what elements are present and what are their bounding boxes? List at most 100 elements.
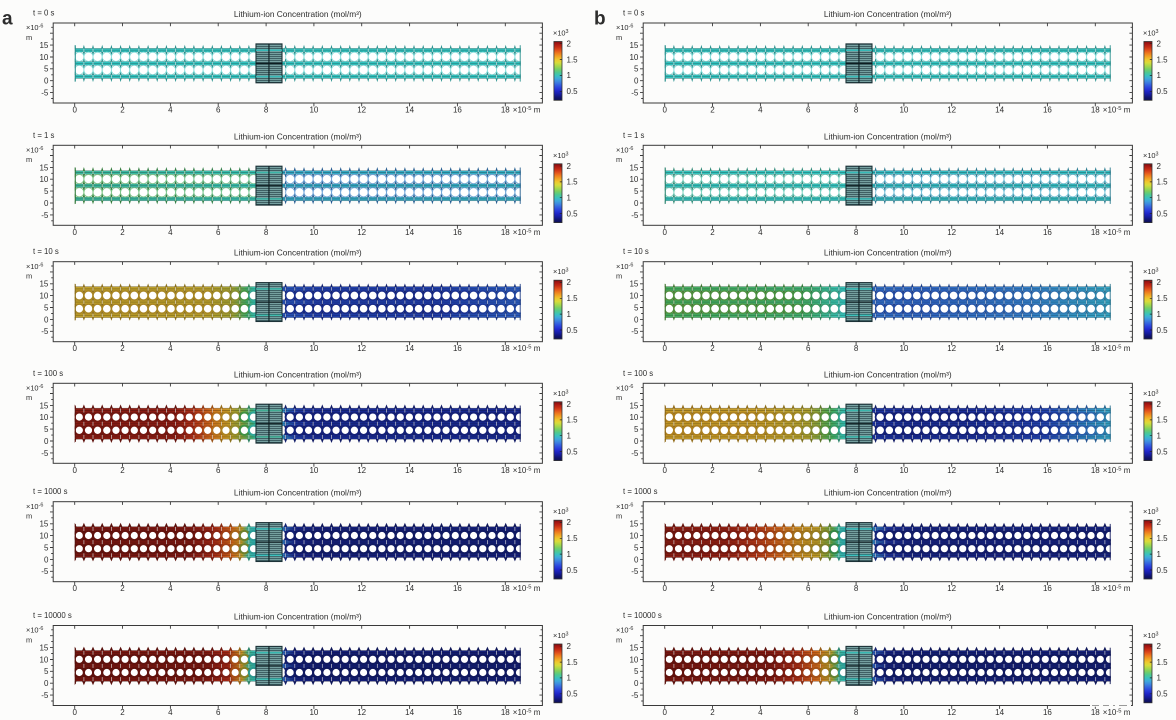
svg-text:10: 10 xyxy=(309,466,318,475)
svg-text:4: 4 xyxy=(758,708,763,717)
svg-text:0: 0 xyxy=(634,315,639,324)
svg-text:×10-6: ×10-6 xyxy=(26,262,43,271)
svg-text:m: m xyxy=(616,635,622,644)
svg-text:0: 0 xyxy=(44,199,49,208)
svg-text:6: 6 xyxy=(216,228,221,237)
svg-text:10: 10 xyxy=(309,584,318,593)
svg-text:12: 12 xyxy=(947,708,956,717)
svg-text:15: 15 xyxy=(39,644,48,653)
svg-text:1: 1 xyxy=(567,310,572,319)
svg-text:×10-6: ×10-6 xyxy=(26,23,43,32)
svg-text:-5: -5 xyxy=(41,449,49,458)
svg-text:Lithium-ion Concentration (mol: Lithium-ion Concentration (mol/m³) xyxy=(824,131,952,141)
svg-text:15: 15 xyxy=(629,401,638,410)
svg-text:-5: -5 xyxy=(41,211,49,220)
svg-text:10: 10 xyxy=(309,228,318,237)
svg-text:15: 15 xyxy=(39,41,48,50)
svg-text:t = 1000 s: t = 1000 s xyxy=(623,487,658,496)
svg-text:m: m xyxy=(616,33,622,42)
svg-text:a: a xyxy=(2,9,13,30)
svg-text:14: 14 xyxy=(405,344,414,353)
svg-text:10: 10 xyxy=(899,106,908,115)
svg-text:1.5: 1.5 xyxy=(567,658,579,667)
svg-text:18: 18 xyxy=(1091,708,1100,717)
svg-text:-5: -5 xyxy=(41,567,49,576)
svg-text:t = 0 s: t = 0 s xyxy=(623,9,645,18)
svg-text:0.5: 0.5 xyxy=(1157,209,1169,218)
svg-text:×103: ×103 xyxy=(553,389,569,398)
svg-text:16: 16 xyxy=(453,708,462,717)
svg-text:×10-6: ×10-6 xyxy=(26,626,43,635)
svg-text:10: 10 xyxy=(39,655,48,664)
svg-text:6: 6 xyxy=(216,344,221,353)
svg-text:2: 2 xyxy=(710,344,715,353)
svg-text:×103: ×103 xyxy=(553,631,569,640)
svg-text:0: 0 xyxy=(44,437,49,446)
svg-text:12: 12 xyxy=(357,708,366,717)
svg-text:0: 0 xyxy=(662,106,667,115)
svg-text:0.5: 0.5 xyxy=(567,690,579,699)
svg-text:10: 10 xyxy=(899,708,908,717)
svg-text:0: 0 xyxy=(662,466,667,475)
svg-text:14: 14 xyxy=(995,228,1004,237)
svg-text:t = 10 s: t = 10 s xyxy=(623,247,649,256)
svg-text:2: 2 xyxy=(710,708,715,717)
svg-text:5: 5 xyxy=(634,187,639,196)
svg-text:5: 5 xyxy=(634,667,639,676)
svg-text:m: m xyxy=(26,512,32,521)
svg-text:10: 10 xyxy=(309,344,318,353)
svg-text:18: 18 xyxy=(501,106,510,115)
svg-text:1: 1 xyxy=(1157,71,1162,80)
svg-text:t = 100 s: t = 100 s xyxy=(33,369,63,378)
svg-text:2: 2 xyxy=(710,466,715,475)
svg-text:8: 8 xyxy=(264,344,269,353)
svg-text:12: 12 xyxy=(947,584,956,593)
svg-text:4: 4 xyxy=(758,106,763,115)
svg-text:×103: ×103 xyxy=(1143,151,1159,160)
svg-text:6: 6 xyxy=(216,106,221,115)
svg-text:15: 15 xyxy=(629,41,638,50)
svg-text:0: 0 xyxy=(662,584,667,593)
svg-text:14: 14 xyxy=(405,228,414,237)
svg-text:15: 15 xyxy=(39,520,48,529)
svg-text:16: 16 xyxy=(1043,584,1052,593)
svg-text:5: 5 xyxy=(634,425,639,434)
svg-text:2: 2 xyxy=(567,518,572,527)
svg-text:×103: ×103 xyxy=(553,29,569,38)
svg-text:6: 6 xyxy=(806,708,811,717)
svg-text:18: 18 xyxy=(501,466,510,475)
svg-text:10: 10 xyxy=(629,175,638,184)
svg-text:1: 1 xyxy=(1157,194,1162,203)
svg-text:16: 16 xyxy=(453,584,462,593)
svg-text:t = 10 s: t = 10 s xyxy=(33,247,59,256)
svg-text:2: 2 xyxy=(1157,518,1162,527)
svg-text:16: 16 xyxy=(453,106,462,115)
svg-text:×103: ×103 xyxy=(553,267,569,276)
svg-text:-5: -5 xyxy=(631,89,639,98)
svg-text:m: m xyxy=(26,393,32,402)
svg-text:×10-5 m: ×10-5 m xyxy=(1103,584,1131,593)
svg-text:×103: ×103 xyxy=(1143,267,1159,276)
svg-text:×10-6: ×10-6 xyxy=(26,384,43,393)
svg-text:0.5: 0.5 xyxy=(1157,87,1169,96)
svg-text:12: 12 xyxy=(947,228,956,237)
svg-text:m: m xyxy=(26,33,32,42)
svg-text:16: 16 xyxy=(1043,466,1052,475)
svg-text:6: 6 xyxy=(806,466,811,475)
svg-text:18: 18 xyxy=(1091,228,1100,237)
svg-text:2: 2 xyxy=(120,466,125,475)
svg-text:×10-5 m: ×10-5 m xyxy=(1103,344,1131,353)
svg-text:10: 10 xyxy=(629,53,638,62)
svg-text:-5: -5 xyxy=(631,327,639,336)
svg-text:8: 8 xyxy=(854,106,859,115)
svg-text:1: 1 xyxy=(1157,432,1162,441)
svg-text:0: 0 xyxy=(662,228,667,237)
svg-text:Lithium-ion Concentration (mol: Lithium-ion Concentration (mol/m³) xyxy=(234,9,362,19)
svg-text:×103: ×103 xyxy=(1143,631,1159,640)
svg-text:8: 8 xyxy=(264,228,269,237)
svg-text:×10-5 m: ×10-5 m xyxy=(513,708,541,717)
svg-text:×10-6: ×10-6 xyxy=(616,626,633,635)
svg-text:0: 0 xyxy=(44,315,49,324)
svg-text:6: 6 xyxy=(806,228,811,237)
svg-text:2: 2 xyxy=(567,642,572,651)
